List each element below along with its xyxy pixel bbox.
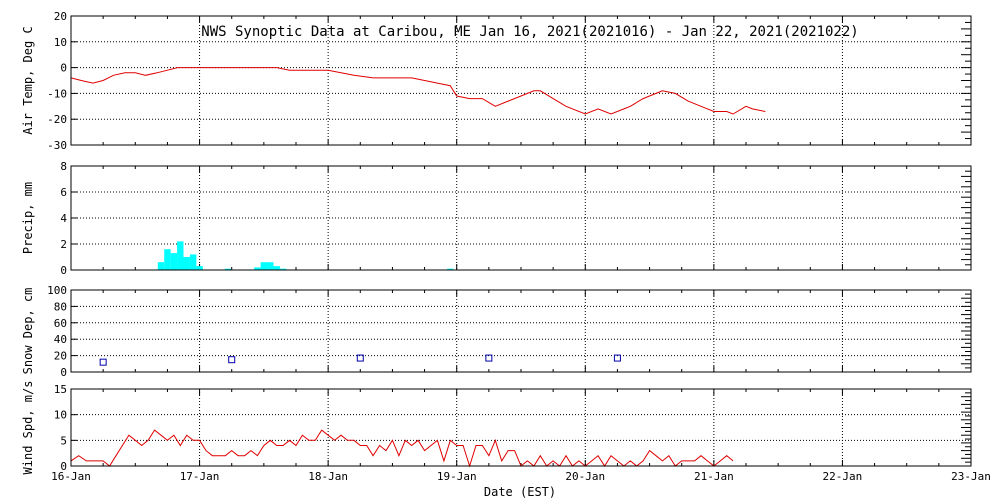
y-tick-label: 0 bbox=[60, 264, 67, 277]
y-axis-label: Snow Dep, cm bbox=[21, 288, 35, 375]
snow-depth-marker bbox=[356, 354, 364, 362]
y-tick-label: 80 bbox=[54, 300, 67, 313]
panel-frame bbox=[70, 289, 972, 373]
precip-bar bbox=[224, 268, 232, 270]
precip-bar bbox=[177, 241, 184, 270]
y-tick-label: -30 bbox=[47, 139, 67, 152]
precip-bar bbox=[279, 268, 287, 270]
series-line bbox=[70, 67, 766, 115]
precip-bar bbox=[183, 257, 190, 270]
y-tick-label: 100 bbox=[47, 284, 67, 297]
precip-bar bbox=[447, 268, 454, 270]
x-tick-label: 19-Jan bbox=[437, 470, 477, 483]
snow-depth-marker bbox=[613, 354, 621, 362]
y-tick-label: 5 bbox=[60, 434, 67, 447]
snow-depth-marker bbox=[99, 358, 107, 366]
y-axis-label: Precip, mm bbox=[21, 182, 35, 254]
precip-bar bbox=[157, 262, 165, 270]
precip-bar bbox=[267, 262, 274, 270]
x-axis-label: Date (EST) bbox=[484, 485, 556, 499]
x-tick-label: 22-Jan bbox=[823, 470, 863, 483]
snow-depth-marker bbox=[228, 356, 236, 364]
x-tick-label: 16-Jan bbox=[51, 470, 91, 483]
y-tick-label: 2 bbox=[60, 238, 67, 251]
y-tick-label: 20 bbox=[54, 350, 67, 363]
y-tick-label: 0 bbox=[60, 366, 67, 379]
y-tick-label: 4 bbox=[60, 212, 67, 225]
y-tick-label: 10 bbox=[54, 36, 67, 49]
panel-2: 8 6 4 2 0 Precip, mm bbox=[21, 160, 972, 277]
y-tick-label: 20 bbox=[54, 10, 67, 23]
series-line bbox=[70, 429, 734, 468]
chart-title: NWS Synoptic Data at Caribou, ME Jan 16,… bbox=[201, 24, 858, 40]
precip-bar bbox=[196, 266, 203, 270]
panel-frame bbox=[70, 388, 972, 467]
precip-bar bbox=[170, 253, 178, 270]
panel-1: 20 10 0 -10 -20 -30 Air Temp, Deg C bbox=[21, 10, 972, 152]
y-tick-label: -10 bbox=[47, 87, 67, 100]
y-tick-label: 0 bbox=[60, 62, 67, 75]
x-tick-label: 20-Jan bbox=[565, 470, 605, 483]
y-tick-label: 40 bbox=[54, 333, 67, 346]
snow-depth-marker bbox=[485, 354, 493, 362]
x-tick-label: 17-Jan bbox=[180, 470, 220, 483]
x-tick-label: 21-Jan bbox=[694, 470, 734, 483]
precip-bar bbox=[273, 266, 280, 270]
x-tick-label: 23-Jan bbox=[951, 470, 991, 483]
x-tick-label: 18-Jan bbox=[308, 470, 348, 483]
precip-bar bbox=[254, 267, 261, 270]
panel-frame bbox=[70, 15, 972, 146]
y-tick-label: 0 bbox=[60, 460, 67, 473]
panel-3: 100 80 60 40 20 0 Snow Dep, cm bbox=[21, 284, 972, 379]
y-axis-label: Air Temp, Deg C bbox=[21, 26, 35, 134]
panel-frame bbox=[70, 165, 972, 271]
y-tick-label: 60 bbox=[54, 317, 67, 330]
precip-bar bbox=[189, 254, 197, 270]
precip-bar bbox=[164, 249, 171, 270]
panel-4: 15 10 5 0 Wind Spd, m/s 16-Jan 17-Jan 18-Jan 19-… bbox=[21, 381, 991, 483]
y-tick-label: 6 bbox=[60, 186, 67, 199]
y-tick-label: -20 bbox=[47, 113, 67, 126]
y-axis-label: Wind Spd, m/s bbox=[21, 381, 35, 475]
y-tick-label: 8 bbox=[60, 160, 67, 173]
precip-bar bbox=[260, 262, 268, 270]
y-tick-label: 10 bbox=[54, 409, 67, 422]
y-tick-label: 15 bbox=[54, 383, 67, 396]
